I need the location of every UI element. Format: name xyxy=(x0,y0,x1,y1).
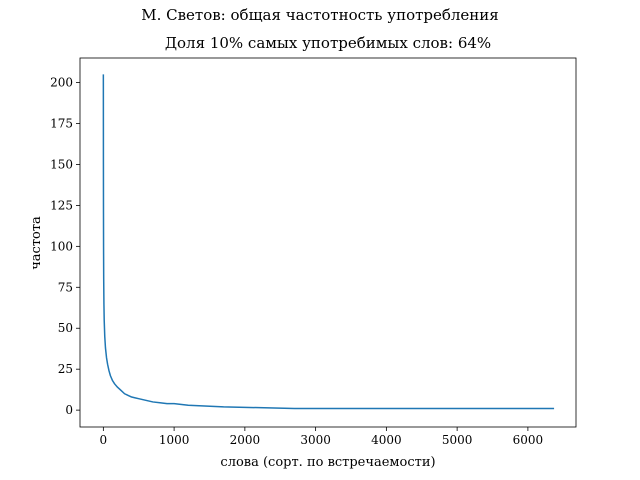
y-tick-label: 0 xyxy=(65,403,73,417)
x-tick-label: 3000 xyxy=(300,433,331,447)
y-tick-label: 75 xyxy=(58,280,73,294)
plot-frame xyxy=(79,57,577,428)
axes: 0 1000 2000 3000 4000 5000 6000 0 25 50 75 100 125 15… xyxy=(50,57,577,447)
chart-title: Доля 10% самых употребимых слов: 64% xyxy=(164,34,492,52)
y-axis-label: частота xyxy=(29,216,44,270)
x-axis-label: слова (сорт. по встречаемости) xyxy=(220,455,435,470)
y-tick-label: 25 xyxy=(58,362,73,376)
x-tick-label: 5000 xyxy=(442,433,473,447)
series-line-0 xyxy=(102,74,555,410)
y-tick-label: 125 xyxy=(50,198,73,212)
x-tick-label: 0 xyxy=(100,433,108,447)
y-tick-label: 175 xyxy=(50,117,73,131)
x-tick-label: 4000 xyxy=(371,433,402,447)
y-tick-label: 200 xyxy=(50,76,73,90)
figure-suptitle: М. Светов: общая частотность употреблени… xyxy=(141,6,499,24)
y-tick-label: 100 xyxy=(50,239,73,253)
x-tick-label: 6000 xyxy=(513,433,544,447)
y-tick-label: 150 xyxy=(50,157,73,171)
x-tick-label: 1000 xyxy=(159,433,190,447)
y-tick-label: 50 xyxy=(58,321,73,335)
x-tick-label: 2000 xyxy=(230,433,261,447)
